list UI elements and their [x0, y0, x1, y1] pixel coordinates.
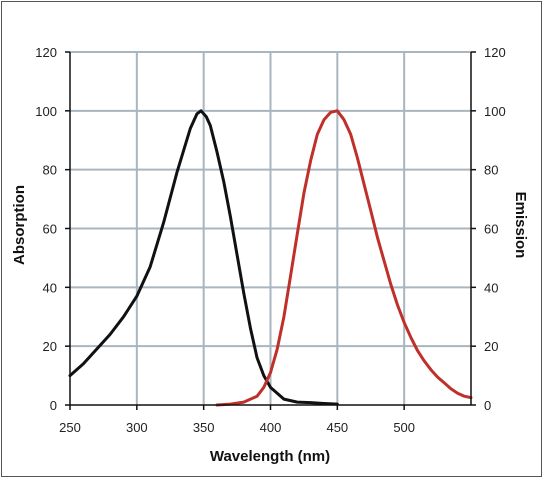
y-tick-label-left: 80: [43, 163, 57, 178]
y-tick-label-left: 40: [43, 280, 57, 295]
x-tick-label: 500: [393, 420, 415, 435]
series-layer: [68, 109, 473, 407]
x-tick-label: 450: [326, 420, 348, 435]
y-tick-label-left: 100: [35, 104, 57, 119]
axes: [65, 51, 476, 410]
tick-labels: 250 300 350 400 450 500 0 0 20 20 40 40 60 60 80 80 100 1…: [35, 45, 505, 435]
y-tick-label-right: 120: [484, 45, 506, 60]
y-tick-label-right: 80: [484, 163, 498, 178]
y-tick-label-right: 0: [484, 398, 491, 413]
x-tick-label: 250: [59, 420, 81, 435]
absorption-series-line: [68, 109, 339, 406]
y-tick-label-right: 20: [484, 339, 498, 354]
y-tick-label-left: 60: [43, 222, 57, 237]
y-axis-label-right: Emission: [512, 192, 529, 259]
y-tick-label-right: 40: [484, 280, 498, 295]
y-tick-label-right: 100: [484, 104, 506, 119]
y-axis-label-left: Absorption: [11, 185, 28, 265]
y-tick-label-left: 20: [43, 339, 57, 354]
y-tick-label-left: 0: [50, 398, 57, 413]
grid: [70, 51, 471, 405]
y-tick-label-right: 60: [484, 222, 498, 237]
x-tick-label: 300: [126, 420, 148, 435]
x-tick-label: 350: [193, 420, 215, 435]
x-tick-label: 400: [260, 420, 282, 435]
y-tick-label-left: 120: [35, 45, 57, 60]
emission-series-line: [215, 109, 473, 407]
x-axis-label: Wavelength (nm): [210, 448, 330, 465]
